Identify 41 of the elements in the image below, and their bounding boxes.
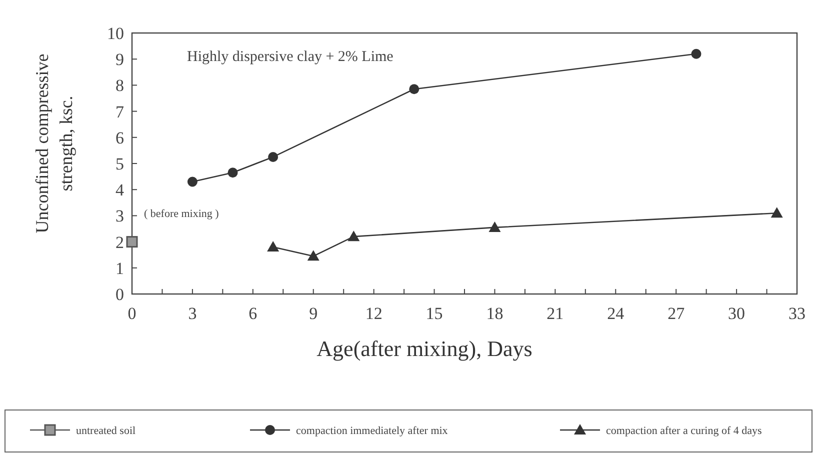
x-axis-title: Age(after mixing), Days: [316, 336, 532, 361]
x-tick-label: 12: [365, 304, 382, 323]
x-tick-label: 21: [546, 304, 564, 323]
y-axis-title: Unconfined compressive strength, ksc.: [32, 54, 76, 234]
legend-label: compaction after a curing of 4 days: [606, 425, 762, 437]
x-tick-label: 33: [788, 304, 806, 323]
x-tick-label: 0: [128, 304, 136, 323]
x-tick-label: 30: [728, 304, 746, 323]
point: [268, 152, 278, 162]
y-tick-label: 9: [116, 50, 124, 70]
y-tick-label: 1: [116, 258, 124, 278]
y-tick-label: 5: [116, 154, 124, 174]
x-tick-label: 3: [188, 304, 197, 323]
x-tick-label: 24: [607, 304, 625, 323]
point: [228, 168, 238, 178]
point: [348, 230, 360, 242]
point: [187, 176, 198, 187]
annotation: Highly dispersive clay + 2% Lime: [187, 49, 394, 65]
point: [488, 221, 501, 232]
y-tick-label: 3: [116, 206, 124, 226]
y-tick-label: 6: [116, 128, 124, 148]
point: [267, 241, 280, 252]
x-tick-label: 15: [426, 304, 443, 323]
x-tick-label: 27: [668, 304, 686, 323]
y-tick-label: 7: [116, 102, 124, 122]
y-tick-label: 8: [116, 76, 124, 96]
y-tick-label: 10: [107, 24, 124, 43]
y-tick-label: 4: [116, 180, 124, 200]
point: [770, 207, 783, 218]
y-tick-label: 2: [116, 232, 124, 252]
legend-label: compaction immediately after mix: [296, 425, 448, 437]
x-tick-label: 9: [309, 304, 318, 323]
annotation: ( before mixing ): [144, 208, 220, 220]
legend-label: untreated soil: [76, 425, 136, 437]
x-tick-label: 6: [248, 304, 258, 323]
point: [126, 236, 138, 248]
point: [307, 250, 320, 261]
point: [691, 48, 702, 59]
y-tick-label: 0: [116, 285, 124, 304]
x-tick-label: 18: [486, 304, 504, 323]
point: [409, 84, 420, 94]
